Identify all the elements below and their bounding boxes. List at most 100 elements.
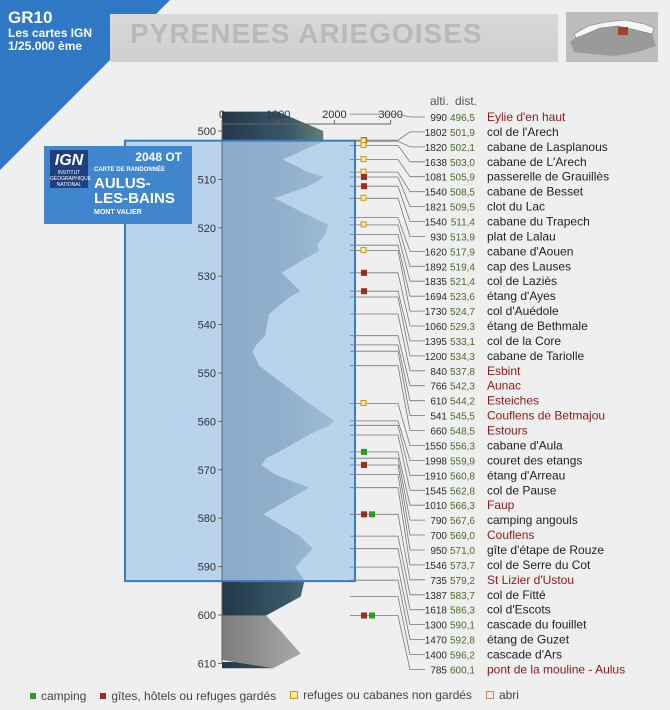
gite-marker bbox=[361, 461, 367, 468]
point-altitude: 1060 bbox=[425, 322, 448, 333]
refuge-marker bbox=[360, 247, 367, 254]
point-distance: 524,7 bbox=[450, 307, 475, 318]
legend-label: camping bbox=[41, 689, 87, 703]
point-distance: 573,7 bbox=[450, 561, 475, 572]
point-leader-line bbox=[350, 344, 425, 402]
place-name: col de Fitté bbox=[487, 588, 546, 602]
gite-marker bbox=[361, 183, 367, 190]
place-name: cabane de Lasplanous bbox=[487, 140, 608, 154]
place-name: cascade du fouillet bbox=[487, 618, 587, 632]
point-altitude: 950 bbox=[430, 546, 447, 557]
point-leader-line bbox=[350, 296, 425, 357]
point-distance: 590,1 bbox=[450, 621, 475, 632]
y-tick-label: 590 bbox=[198, 562, 216, 574]
point-distance: 571,0 bbox=[450, 546, 475, 557]
point-leader-line bbox=[350, 350, 425, 417]
point-altitude: 1387 bbox=[425, 591, 448, 602]
point-altitude: 541 bbox=[430, 412, 447, 423]
legend: camping gîtes, hôtels ou refuges gardés re… bbox=[30, 688, 533, 703]
y-tick-label: 550 bbox=[198, 368, 216, 380]
place-name: col de Pause bbox=[487, 483, 557, 497]
gite-marker bbox=[361, 612, 367, 619]
point-leader-line bbox=[350, 176, 425, 208]
town-name: St Lizier d'Ustou bbox=[487, 573, 574, 587]
point-altitude: 1300 bbox=[425, 621, 448, 632]
ign-logo-subtext: INSTITUT GÉOGRAPHIQUE NATIONAL bbox=[50, 170, 92, 188]
point-altitude: 1540 bbox=[425, 188, 448, 199]
point-distance: 521,4 bbox=[450, 277, 475, 288]
point-altitude: 1618 bbox=[425, 606, 448, 617]
point-distance: 559,9 bbox=[450, 456, 475, 467]
point-leader-line bbox=[350, 457, 425, 521]
legend-label: refuges ou cabanes non gardés bbox=[303, 688, 472, 702]
point-leader-line bbox=[350, 513, 425, 581]
ign-map-card: IGN INSTITUT GÉOGRAPHIQUE NATIONAL 2048 … bbox=[44, 146, 192, 224]
point-altitude: 1802 bbox=[425, 128, 448, 139]
map-card-subtitle: CARTE DE RANDONNÉE bbox=[94, 167, 166, 173]
camping-marker bbox=[369, 612, 375, 619]
point-altitude: 1638 bbox=[425, 158, 448, 169]
point-altitude: 1998 bbox=[425, 456, 448, 467]
place-name: col d'Escots bbox=[487, 603, 551, 617]
column-header-dist: dist. bbox=[455, 94, 477, 108]
gite-marker bbox=[361, 269, 367, 276]
point-distance: 496,5 bbox=[450, 113, 475, 124]
map-card-region: MONT VALIER bbox=[94, 209, 142, 216]
y-tick-label: 560 bbox=[198, 416, 216, 428]
refuge-swatch-icon bbox=[290, 691, 299, 699]
town-name: pont de la mouline - Aulus bbox=[487, 662, 625, 676]
point-leader-line bbox=[350, 224, 425, 267]
place-name: camping angouls bbox=[487, 513, 578, 527]
camping-marker bbox=[369, 511, 375, 518]
y-tick-label: 580 bbox=[198, 513, 216, 525]
point-altitude: 700 bbox=[430, 531, 447, 542]
point-altitude: 1395 bbox=[425, 337, 448, 348]
y-tick-label: 520 bbox=[198, 223, 216, 235]
point-distance: 511,4 bbox=[451, 218, 476, 229]
place-name: cabane d'Aouen bbox=[487, 244, 573, 258]
point-distance: 537,8 bbox=[450, 367, 475, 378]
place-name: col d'Auédole bbox=[487, 304, 559, 318]
legend-item-abri: abri bbox=[485, 688, 519, 702]
x-tick-label: 1000 bbox=[266, 109, 290, 121]
point-altitude: 790 bbox=[430, 516, 447, 527]
point-leader-line bbox=[350, 403, 425, 446]
point-distance: 560,8 bbox=[450, 471, 475, 482]
point-leader-line bbox=[350, 365, 425, 431]
point-distance: 519,4 bbox=[450, 262, 475, 273]
place-name: cap des Lauses bbox=[487, 259, 571, 273]
legend-label: gîtes, hôtels ou refuges gardés bbox=[111, 689, 277, 703]
town-name: Couflens de Betmajou bbox=[487, 409, 605, 423]
point-distance: 548,5 bbox=[450, 427, 475, 438]
point-leader-line bbox=[350, 140, 425, 148]
point-leader-line bbox=[350, 272, 425, 327]
place-name: étang d'Ayes bbox=[487, 289, 556, 303]
point-altitude: 766 bbox=[430, 382, 447, 393]
point-altitude: 1835 bbox=[425, 277, 448, 288]
town-name: Aunac bbox=[487, 379, 521, 393]
gr10-badge-text: GR10 Les cartes IGN 1/25.000 ème bbox=[8, 8, 92, 53]
point-distance: 503,0 bbox=[450, 158, 475, 169]
column-header-alt: alti. bbox=[430, 94, 449, 108]
elevation-profile-area-beyond bbox=[222, 615, 301, 669]
point-leader-line bbox=[350, 131, 425, 141]
point-altitude: 1550 bbox=[425, 441, 448, 452]
point-altitude: 1010 bbox=[425, 501, 448, 512]
point-distance: 562,8 bbox=[450, 486, 475, 497]
point-leader-line bbox=[350, 596, 425, 655]
point-leader-line bbox=[350, 250, 425, 312]
point-leader-line bbox=[350, 244, 425, 297]
point-distance: 544,2 bbox=[450, 397, 475, 408]
point-leader-line bbox=[350, 420, 425, 461]
point-altitude: 785 bbox=[430, 665, 447, 676]
town-name: Estours bbox=[487, 424, 528, 438]
point-altitude: 1540 bbox=[425, 218, 448, 229]
point-leader-line bbox=[350, 197, 425, 237]
point-leader-line bbox=[350, 145, 425, 163]
refuge-marker bbox=[360, 156, 367, 163]
point-altitude: 930 bbox=[430, 232, 447, 243]
refuge-marker bbox=[360, 221, 367, 228]
point-distance: 556,3 bbox=[450, 441, 475, 452]
point-distance: 545,5 bbox=[450, 412, 475, 423]
gite-swatch-icon bbox=[100, 693, 107, 699]
